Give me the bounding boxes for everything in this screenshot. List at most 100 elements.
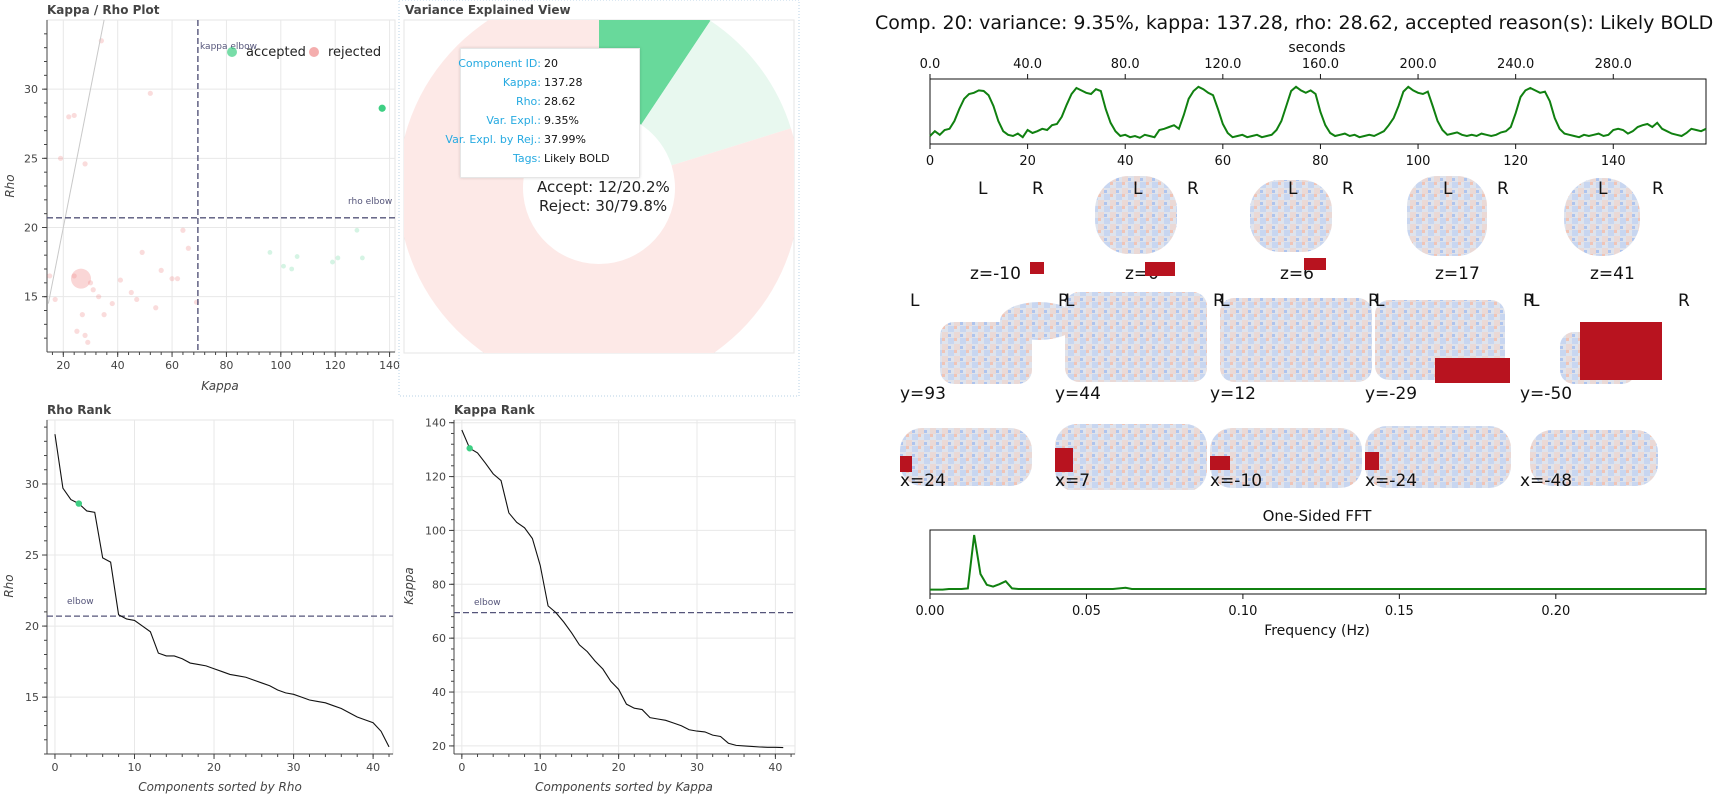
rejected-point[interactable] [185, 245, 191, 251]
right-marker: R [1368, 291, 1380, 311]
timeseries-volume-tick: 120 [1503, 154, 1528, 169]
kappa-rank-x-tick: 40 [768, 761, 782, 774]
rejected-point[interactable] [101, 312, 107, 318]
kappa-tick-label: 40 [111, 359, 125, 372]
sagittal-slice [1210, 428, 1362, 488]
accept-summary: Accept: 12/20.2% [537, 178, 670, 196]
component-title: Comp. 20: variance: 9.35%, kappa: 137.28… [875, 12, 1714, 34]
rejected-point[interactable] [109, 300, 115, 307]
rejected-point[interactable] [66, 114, 72, 120]
rejected-point[interactable] [85, 339, 91, 345]
fft-x-tick: 0.05 [1072, 604, 1101, 619]
rejected-point[interactable] [96, 294, 102, 300]
right-marker: R [1497, 179, 1509, 199]
selected-component-point[interactable] [466, 445, 473, 452]
rejected-point[interactable] [169, 276, 175, 282]
rho-rank-x-tick: 40 [366, 761, 380, 774]
rejected-point[interactable] [117, 277, 124, 283]
rho-rank-plot[interactable]: elbow 0 10 20 30 40 15 20 25 30 Components sorte… [0, 400, 400, 800]
rejected-point[interactable] [134, 296, 140, 303]
fft-title: One-Sided FFT [1263, 507, 1373, 525]
accepted-point[interactable] [335, 255, 341, 261]
kappa-rank-x-label: Components sorted by Kappa [535, 780, 713, 794]
tooltip-varexp-rej: 37.99% [544, 133, 586, 146]
rejected-point[interactable] [180, 227, 186, 233]
fft-line [930, 534, 1706, 591]
timeseries-seconds-tick: 280.0 [1595, 57, 1632, 72]
accepted-point[interactable] [359, 255, 365, 261]
legend-accepted-marker [227, 47, 237, 57]
timeseries-volume-tick: 100 [1406, 154, 1431, 169]
rho-rank-x-tick: 10 [127, 761, 141, 774]
identity-line [47, 19, 105, 304]
kappa-rank-y-tick: 120 [425, 471, 446, 484]
timeseries-volume-tick: 40 [1117, 154, 1134, 169]
rho-rank-y-label: Rho [2, 574, 16, 597]
rejected-point[interactable] [71, 273, 77, 279]
rejected-point[interactable] [82, 332, 88, 338]
kappa-rank-y-tick: 80 [432, 578, 446, 591]
activation-blob [1580, 322, 1662, 380]
rejected-point[interactable] [74, 328, 80, 334]
timeseries-line [929, 85, 1707, 139]
rejected-point[interactable] [47, 273, 53, 279]
rho-rank-x-label: Components sorted by Rho [138, 780, 302, 794]
rejected-point[interactable] [128, 289, 134, 296]
kappa-rank-plot[interactable]: elbow 0 10 20 30 40 20 40 60 80 100 120 140 Compone… [400, 400, 800, 800]
kappa-tick-label: 120 [325, 359, 346, 372]
rejected-point[interactable] [57, 155, 64, 161]
kappa-rho-plot[interactable]: kappa elbow rho elbow accepted rejected … [0, 0, 400, 400]
legend-rejected-label[interactable]: rejected [328, 45, 381, 60]
legend-accepted-label[interactable]: accepted [246, 45, 306, 60]
pie-slice-accepted[interactable] [641, 20, 791, 166]
rejected-point[interactable] [147, 90, 153, 96]
timeseries-seconds-tick: 0.0 [920, 57, 941, 72]
axial-slice [1407, 176, 1487, 256]
kappa-tick-label: 20 [56, 359, 70, 372]
rejected-point[interactable] [79, 312, 85, 318]
kappa-rho-title: Kappa / Rho Plot [47, 3, 160, 17]
rejected-point[interactable] [70, 268, 91, 289]
accepted-point[interactable] [281, 263, 286, 269]
component-tooltip: Component ID: 20 Kappa: 137.28 Rho: 28.62 V… [445, 48, 640, 178]
rejected-point[interactable] [139, 249, 145, 255]
fft-x-label: Frequency (Hz) [1264, 623, 1370, 639]
accepted-point[interactable] [294, 254, 300, 259]
timeseries-volume-tick: 0 [926, 154, 934, 169]
rejected-point[interactable] [82, 161, 88, 167]
tooltip-component-id-key: Component ID: [458, 57, 541, 70]
timeseries-seconds-tick: 160.0 [1302, 57, 1339, 72]
rho-rank-title: Rho Rank [47, 403, 112, 417]
kappa-axis-label: Kappa [201, 379, 238, 393]
kappa-rank-x-tick: 30 [690, 761, 704, 774]
rejected-point[interactable] [71, 112, 77, 119]
selected-component-point[interactable] [378, 104, 386, 112]
selected-component-point[interactable] [75, 500, 83, 507]
rejected-point[interactable] [52, 296, 58, 303]
timeseries-seconds-tick: 120.0 [1204, 57, 1241, 72]
activation-blob [1055, 448, 1073, 472]
rejected-point[interactable] [87, 280, 94, 286]
accepted-point[interactable] [267, 250, 273, 255]
kappa-tick-label: 100 [270, 359, 291, 372]
rejected-point[interactable] [90, 287, 96, 293]
kappa-tick-label: 60 [165, 359, 179, 372]
rho-tick-label: 30 [24, 83, 38, 96]
sagittal-slice-label: x=-48 [1520, 471, 1572, 490]
kappa-rank-y-tick: 140 [425, 417, 446, 430]
left-marker: L [1288, 179, 1298, 199]
left-marker: L [1443, 179, 1453, 199]
kappa-rank-elbow-label: elbow [474, 598, 501, 608]
rejected-point[interactable] [153, 305, 159, 311]
activation-blob [1210, 456, 1230, 470]
sagittal-slice [1365, 426, 1511, 488]
rho-rank-x-tick: 30 [287, 761, 301, 774]
accepted-point[interactable] [354, 227, 360, 233]
rejected-point[interactable] [158, 267, 164, 273]
kappa-rank-x-tick: 0 [458, 761, 465, 774]
coronal-slice [940, 322, 1032, 384]
accepted-point[interactable] [289, 266, 295, 272]
rejected-point[interactable] [174, 276, 181, 282]
accepted-point[interactable] [330, 259, 335, 265]
sagittal-slice-label: x=-10 [1210, 471, 1262, 490]
